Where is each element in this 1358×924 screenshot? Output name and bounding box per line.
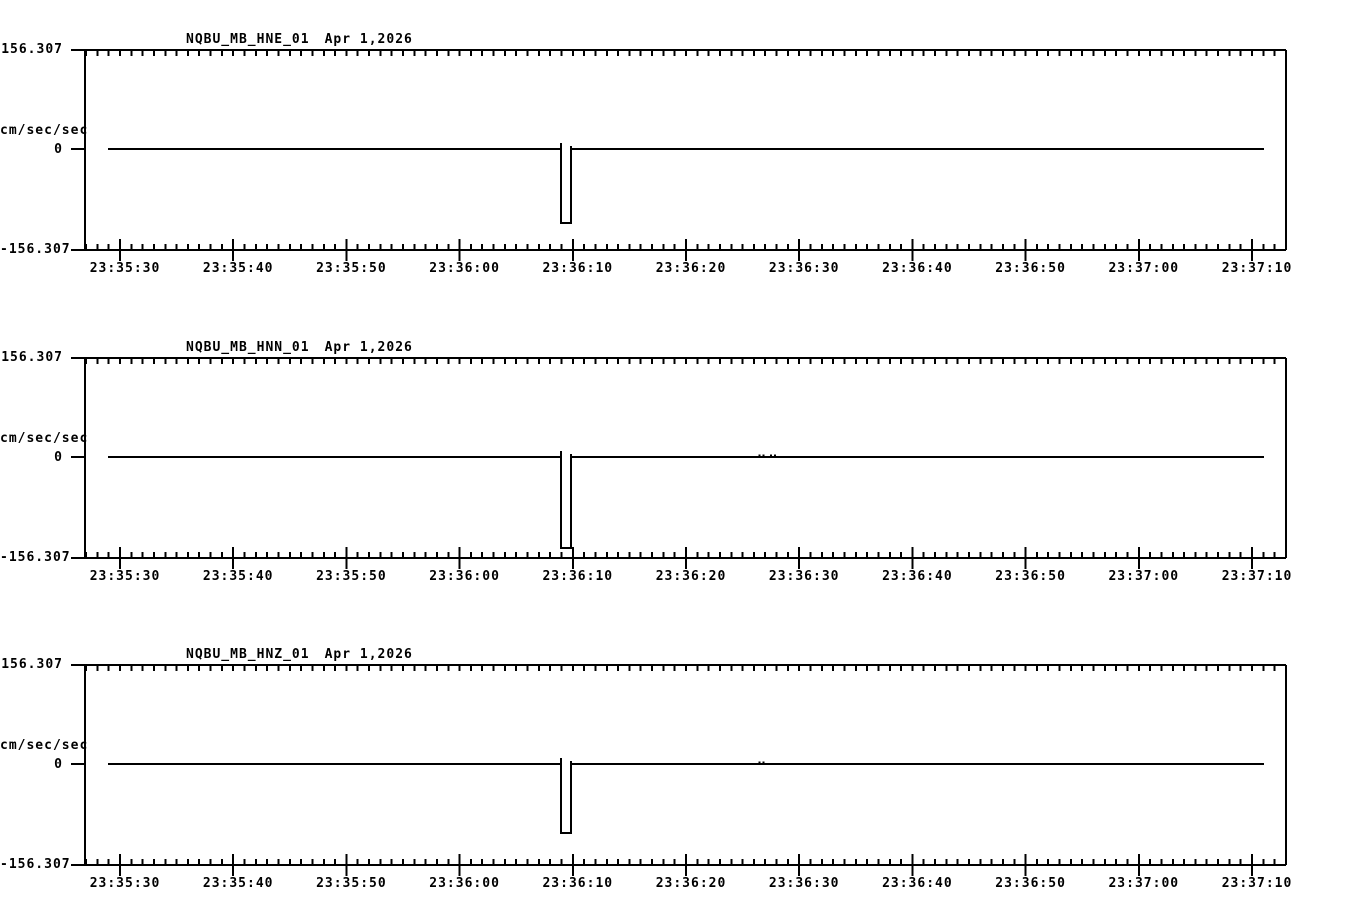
- y-axis-max-label: 156.307: [1, 42, 63, 57]
- y-axis-max-label: 156.307: [1, 350, 63, 365]
- x-tick-label: 23:36:00: [429, 261, 500, 276]
- x-tick-label: 23:35:50: [316, 876, 387, 891]
- acceleration-trace: [108, 143, 1264, 224]
- chart-title: NQBU_MB_HNZ_01 Apr 1,2026: [186, 648, 413, 662]
- y-axis-min-label: -156.307: [0, 242, 71, 257]
- x-tick-label: 23:35:40: [202, 876, 274, 891]
- acceleration-trace: [108, 451, 1264, 549]
- chart-title-station: NQBU_MB_HNE_01: [186, 32, 310, 47]
- x-tick-label: 23:35:30: [89, 876, 161, 891]
- x-tick-label: 23:36:40: [882, 261, 953, 276]
- x-tick-label: 23:36:40: [882, 569, 953, 584]
- x-tick-label: 23:35:30: [89, 569, 161, 584]
- y-axis-min-label: -156.307: [0, 857, 71, 872]
- chart-title-date: Apr 1,2026: [324, 32, 413, 47]
- y-axis-units-label: cm/sec/sec: [0, 738, 89, 753]
- x-tick-label: 23:35:30: [89, 261, 161, 276]
- x-tick-label: 23:36:30: [768, 261, 840, 276]
- x-tick-label: 23:36:40: [882, 876, 953, 891]
- x-tick-label: 23:36:00: [429, 569, 500, 584]
- x-tick-label: 23:36:20: [655, 876, 727, 891]
- y-axis-zero-label: 0: [54, 450, 63, 465]
- y-axis-max-label: 156.307: [1, 657, 63, 672]
- y-axis-zero-label: 0: [54, 142, 63, 157]
- chart-title: NQBU_MB_HNE_01 Apr 1,2026: [186, 33, 413, 47]
- x-tick-label: 23:36:10: [542, 876, 614, 891]
- x-tick-label: 23:36:10: [542, 261, 614, 276]
- x-tick-label: 23:36:50: [995, 876, 1066, 891]
- x-tick-label: 23:35:50: [316, 569, 387, 584]
- x-tick-label: 23:35:40: [202, 569, 274, 584]
- chart-title-station: NQBU_MB_HNZ_01: [186, 647, 310, 662]
- x-tick-label: 23:35:40: [202, 261, 274, 276]
- chart-title-date: Apr 1,2026: [324, 647, 413, 662]
- chart-title-station: NQBU_MB_HNN_01: [186, 340, 310, 355]
- x-tick-label: 23:35:50: [316, 261, 387, 276]
- x-tick-label: 23:37:00: [1108, 261, 1180, 276]
- y-axis-min-label: -156.307: [0, 550, 71, 565]
- x-tick-label: 23:36:30: [768, 569, 840, 584]
- x-tick-label: 23:36:20: [655, 261, 727, 276]
- chart-title-date: Apr 1,2026: [324, 340, 413, 355]
- acceleration-trace: [108, 758, 1264, 834]
- x-tick-label: 23:37:10: [1221, 261, 1293, 276]
- x-tick-label: 23:36:20: [655, 569, 727, 584]
- x-tick-label: 23:37:10: [1221, 569, 1293, 584]
- chart-title: NQBU_MB_HNN_01 Apr 1,2026: [186, 341, 413, 355]
- x-tick-label: 23:36:00: [429, 876, 500, 891]
- x-tick-label: 23:37:00: [1108, 569, 1180, 584]
- x-tick-label: 23:36:50: [995, 261, 1066, 276]
- y-axis-zero-label: 0: [54, 757, 63, 772]
- x-tick-label: 23:37:10: [1221, 876, 1293, 891]
- x-tick-label: 23:36:50: [995, 569, 1066, 584]
- y-axis-units-label: cm/sec/sec: [0, 123, 89, 138]
- y-axis-units-label: cm/sec/sec: [0, 431, 89, 446]
- x-tick-label: 23:36:10: [542, 569, 614, 584]
- x-tick-label: 23:37:00: [1108, 876, 1180, 891]
- x-tick-label: 23:36:30: [768, 876, 840, 891]
